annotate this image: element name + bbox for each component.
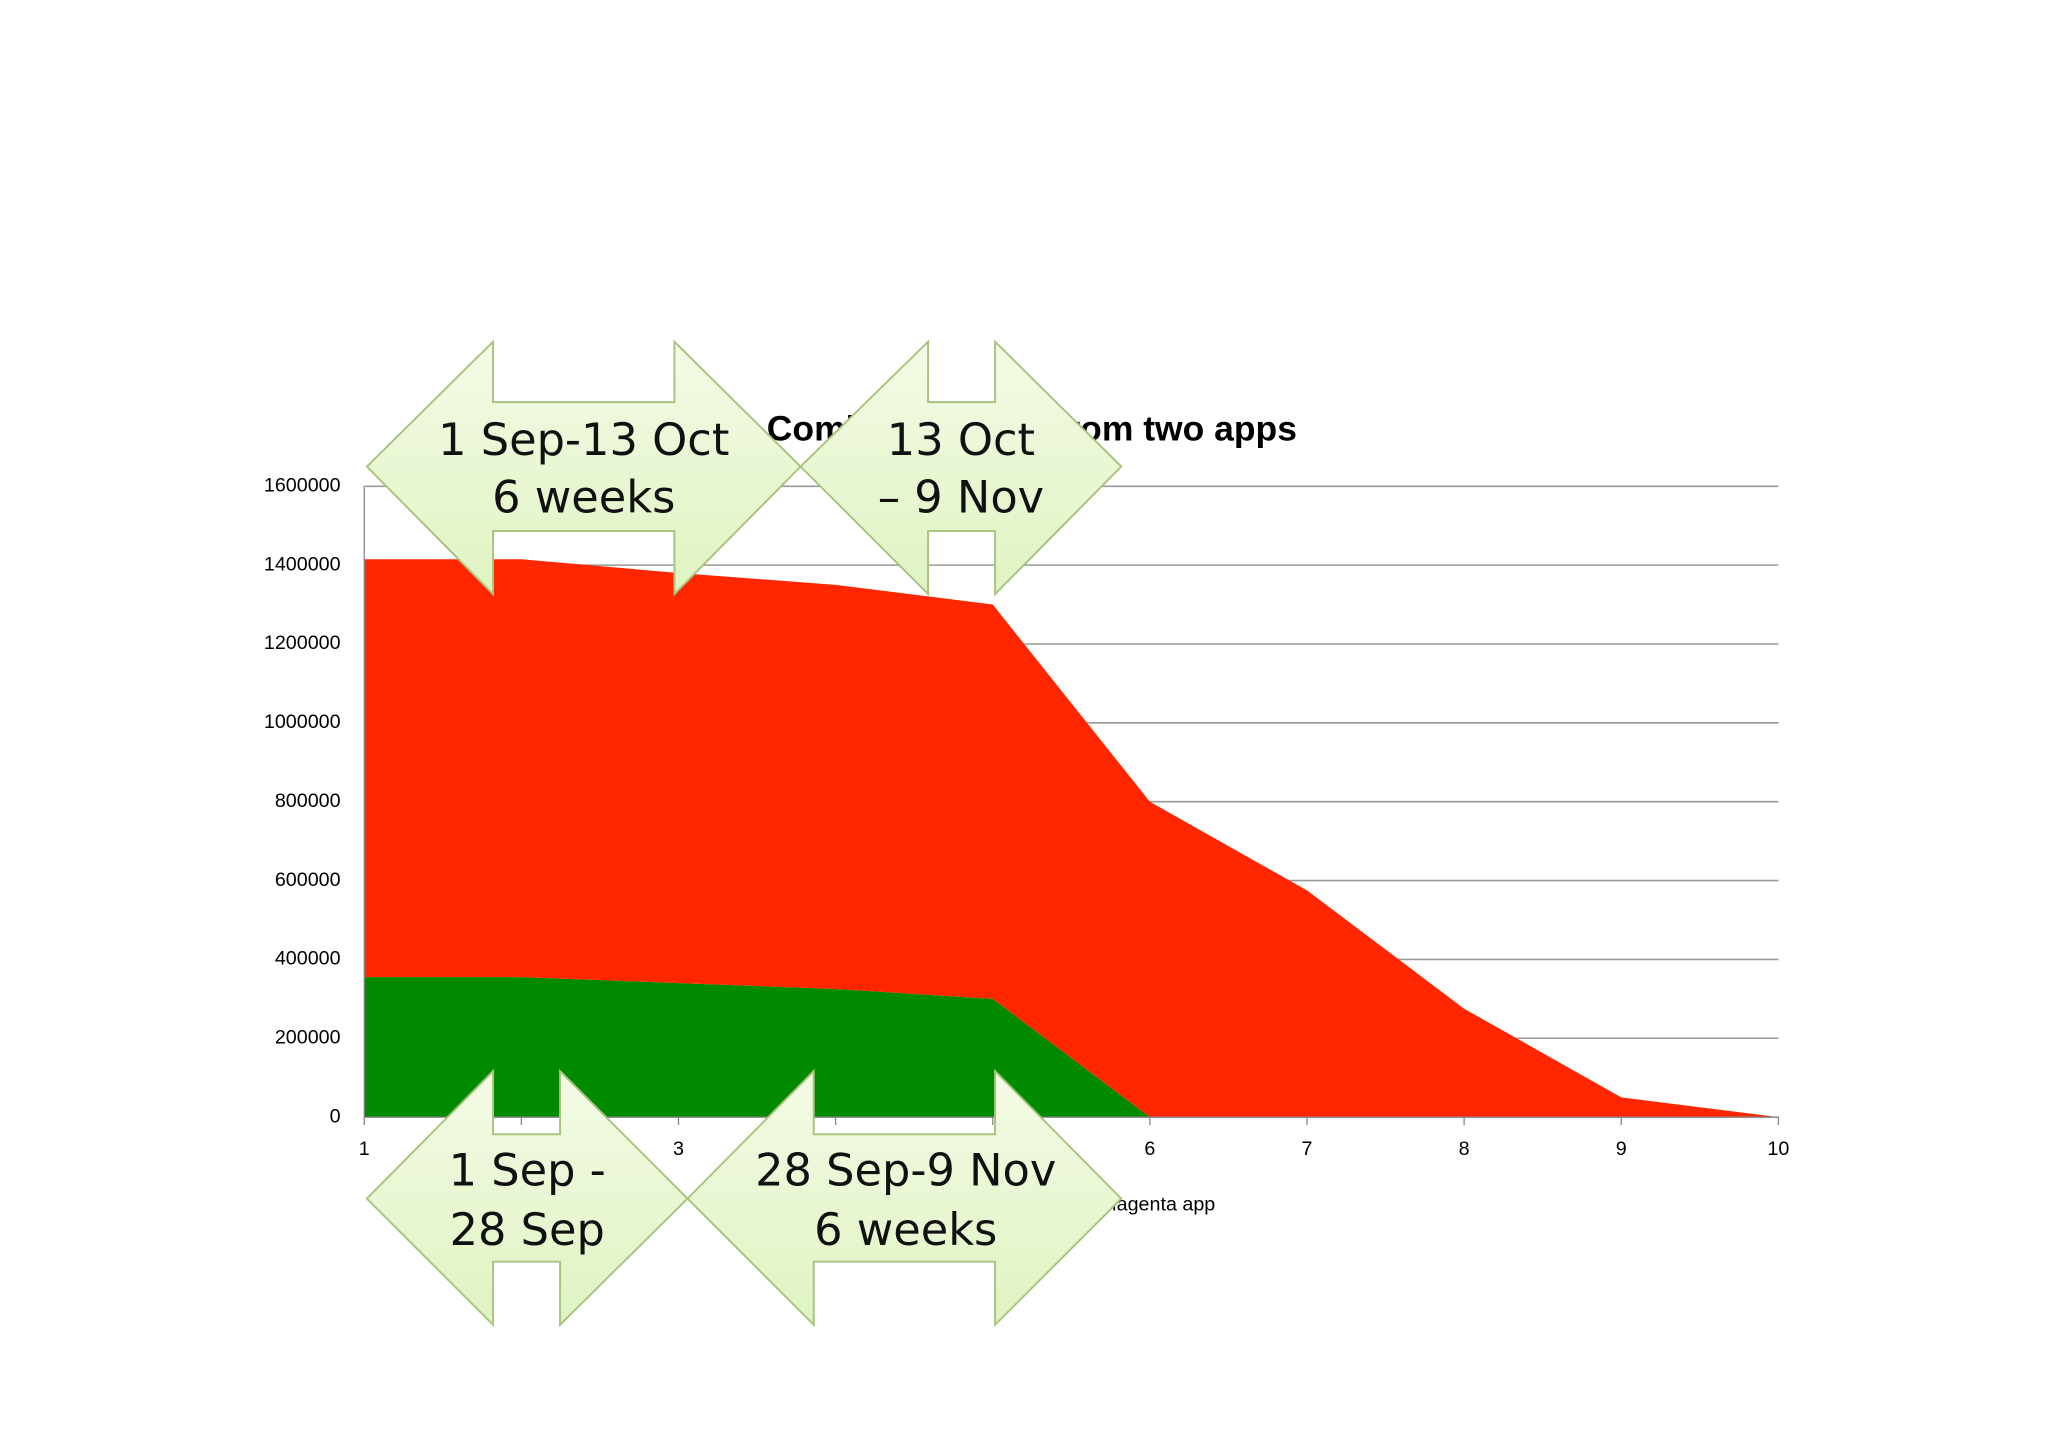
annotation: 28 Sep-9 Nov (755, 1145, 1056, 1197)
legend-label: Magenta app (1100, 1193, 1215, 1215)
y-tick-label: 200000 (275, 1026, 341, 1048)
arrow (799, 339, 1123, 597)
annotation: 1 Sep-13 Oct (438, 414, 729, 466)
annotation: 1 Sep - (449, 1145, 606, 1197)
plot: 0 200000 400000 600000 800000 1000000 1200000 1… (264, 474, 1790, 1160)
y-tick-label: 1200000 (264, 632, 341, 654)
x-tick-label: 7 (1302, 1138, 1313, 1160)
x-tick-label: 3 (673, 1138, 684, 1160)
y-tick-label: 400000 (275, 948, 341, 970)
arrow (365, 339, 802, 597)
y-tick-label: 1000000 (264, 711, 341, 733)
x-tick-label: 10 (1767, 1138, 1789, 1160)
y-tick-label: 1600000 (264, 474, 341, 496)
y-tick-label: 0 (330, 1105, 341, 1127)
annotation: 6 weeks (814, 1204, 997, 1256)
y-tick-label: 800000 (275, 790, 341, 812)
x-tick-label: 8 (1459, 1138, 1470, 1160)
annotation: 28 Sep (450, 1204, 605, 1256)
area (364, 977, 1779, 1118)
area (364, 559, 1779, 1118)
y-tick-label: 1400000 (264, 553, 341, 575)
annotation: – 9 Nov (878, 472, 1044, 524)
arrow (686, 1068, 1123, 1328)
y-tick-label: 600000 (275, 869, 341, 891)
x-tick-label: 1 (359, 1138, 370, 1160)
x-tick-label: 9 (1616, 1138, 1627, 1160)
x-tick-label: 6 (1144, 1138, 1155, 1160)
annotation: 6 weeks (492, 472, 675, 524)
annotation: 13 Oct (887, 414, 1035, 466)
